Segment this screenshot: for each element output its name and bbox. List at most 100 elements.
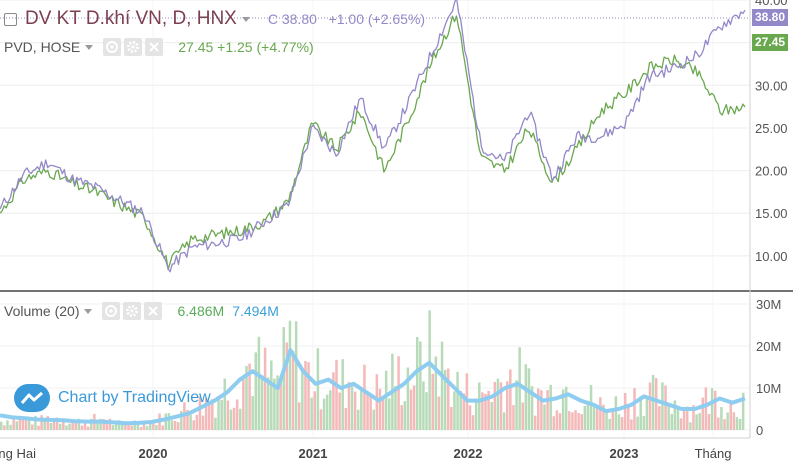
volume-bar: [40, 415, 43, 430]
volume-bar: [139, 426, 143, 430]
y-tick-label: 10.00: [755, 249, 788, 264]
volume-legend: Volume (20) 6.486M 7.494M: [4, 302, 279, 320]
volume-bar: [201, 415, 205, 430]
volume-bar: [164, 413, 168, 430]
compare-symbol-label[interactable]: PVD, HOSE: [4, 39, 81, 55]
volume-bar: [189, 414, 192, 430]
volume-bar: [720, 407, 723, 430]
compare-legend: PVD, HOSE 27.45 +1.25 (+4.77%): [4, 38, 314, 56]
volume-bar: [71, 421, 74, 430]
volume-bar: [512, 405, 515, 430]
volume-bar: [695, 414, 698, 430]
x-tick-label: Tháng Hai: [0, 446, 36, 461]
volume-bar: [49, 422, 53, 430]
volume-bar: [142, 420, 146, 430]
volume-bar: [266, 377, 270, 430]
compare-quote: 27.45 +1.25 (+4.77%): [178, 39, 314, 55]
volume-bar: [133, 420, 136, 430]
close-icon[interactable]: [145, 38, 164, 56]
volume-bar: [443, 370, 447, 430]
chevron-down-icon[interactable]: [85, 44, 94, 50]
volume-bar: [310, 397, 313, 430]
volume-bar: [220, 399, 223, 430]
volume-bar: [102, 419, 105, 430]
volume-bar: [642, 416, 646, 430]
volume-bar: [369, 395, 372, 430]
volume-bar: [533, 415, 537, 430]
volume-bar: [3, 425, 6, 430]
volume-bar: [9, 424, 12, 430]
price-pane: [0, 0, 746, 273]
tradingview-branding[interactable]: Chart by TradingView: [14, 384, 211, 412]
gear-icon[interactable]: [124, 38, 143, 56]
volume-bar: [375, 374, 379, 430]
volume-bar: [735, 417, 739, 430]
volume-bar: [226, 400, 230, 430]
volume-bar: [412, 385, 416, 430]
volume-bar: [350, 386, 354, 430]
volume-bar: [707, 413, 711, 430]
volume-bar: [114, 420, 118, 430]
volume-bar: [12, 415, 15, 430]
volume-bar: [397, 356, 400, 430]
volume-bar: [232, 407, 236, 430]
volume-bar: [96, 419, 99, 430]
volume-bar: [468, 405, 472, 430]
volume-bar: [291, 350, 295, 430]
volume-bar: [419, 341, 422, 430]
volume-ma-line: [0, 348, 746, 426]
volume-bar: [540, 390, 543, 430]
volume-bar: [447, 368, 450, 430]
volume-bar: [6, 420, 9, 430]
main-symbol-title[interactable]: DV KT D.khí VN, D, HNX: [25, 8, 237, 29]
volume-bar: [555, 410, 559, 430]
volume-bar: [211, 399, 214, 430]
volume-bar: [686, 406, 689, 430]
tradingview-logo-icon: [14, 384, 50, 412]
volume-bar: [155, 424, 158, 430]
volume-bar: [658, 406, 661, 430]
volume-bar: [245, 365, 248, 430]
volume-bar: [623, 392, 627, 430]
volume-bar: [596, 405, 599, 430]
chevron-down-icon[interactable]: [84, 308, 93, 314]
volume-bar: [698, 413, 701, 430]
eye-icon[interactable]: [102, 302, 121, 320]
close-icon[interactable]: [144, 302, 163, 320]
volume-value: 6.486M: [177, 303, 225, 319]
volume-bar: [571, 412, 574, 430]
volume-bar: [592, 407, 596, 430]
volume-bar: [415, 337, 419, 430]
y-tick-label: 30.00: [755, 78, 788, 93]
volume-bar: [298, 402, 301, 430]
chevron-down-icon[interactable]: [241, 16, 250, 22]
eye-icon[interactable]: [103, 38, 122, 56]
volume-bar: [105, 422, 109, 430]
gear-icon[interactable]: [123, 302, 142, 320]
collapse-icon[interactable]: [4, 12, 17, 26]
volume-bar: [301, 372, 304, 430]
volume-bar: [279, 379, 282, 430]
volume-bar: [599, 397, 602, 430]
volume-bar: [689, 422, 692, 430]
volume-bar: [111, 425, 115, 430]
volume-bar: [459, 391, 462, 430]
volume-bar: [130, 425, 133, 430]
volume-bar: [434, 356, 438, 430]
volume-bar: [586, 400, 590, 430]
volume-bar: [633, 388, 636, 430]
volume-bar: [186, 409, 189, 430]
volume-title[interactable]: Volume (20): [4, 303, 80, 319]
volume-bar: [248, 363, 251, 430]
volume-bar: [263, 347, 267, 430]
volume-bar: [403, 401, 407, 430]
volume-bar: [474, 402, 478, 430]
volume-bar: [62, 421, 65, 430]
volume-bar: [37, 425, 40, 430]
volume-bar: [530, 386, 534, 430]
volume-bar: [630, 419, 633, 430]
volume-bar: [195, 414, 199, 430]
volume-bar: [127, 424, 130, 430]
volume-bar: [552, 416, 556, 430]
